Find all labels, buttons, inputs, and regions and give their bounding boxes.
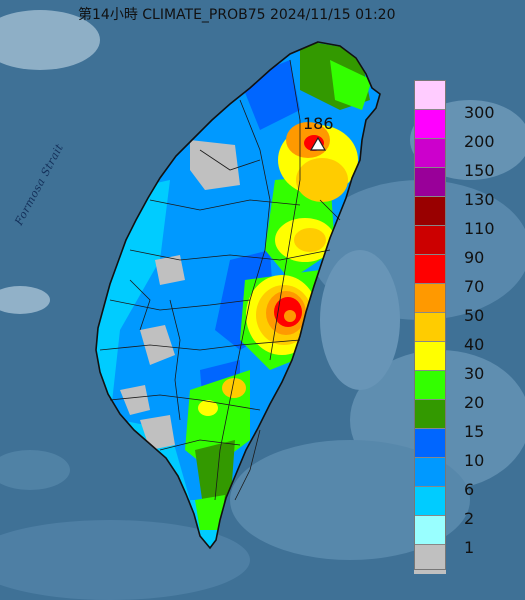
legend-swatch bbox=[414, 457, 446, 487]
legend-swatch bbox=[414, 370, 446, 400]
legend-swatch bbox=[414, 341, 446, 371]
legend-item: 6 bbox=[414, 457, 520, 499]
legend-item: 50 bbox=[414, 283, 520, 325]
legend-label: 50 bbox=[464, 306, 485, 325]
legend-label: 300 bbox=[464, 103, 495, 122]
legend-item: 15 bbox=[414, 399, 520, 441]
legend-label: 30 bbox=[464, 364, 485, 383]
legend-item: 20 bbox=[414, 370, 520, 412]
map-title: 第14小時 CLIMATE_PROB75 2024/11/15 01:20 bbox=[78, 7, 396, 23]
legend-label: 110 bbox=[464, 219, 495, 238]
legend-swatch bbox=[414, 254, 446, 284]
legend-swatch bbox=[414, 109, 446, 139]
legend-item: 1 bbox=[414, 515, 520, 557]
legend-swatch bbox=[414, 80, 446, 110]
legend-item: 300 bbox=[414, 80, 520, 122]
color-legend: 300 200 150 130 110 90 70 50 40 30 20 15 10 6 2 1 bbox=[414, 80, 520, 574]
legend-swatch bbox=[414, 515, 446, 545]
legend-swatch bbox=[414, 196, 446, 226]
peak-triangle-icon bbox=[310, 137, 326, 151]
legend-swatch bbox=[414, 225, 446, 255]
legend-swatch bbox=[414, 167, 446, 197]
legend-item: 150 bbox=[414, 138, 520, 180]
legend-swatch bbox=[414, 399, 446, 429]
legend-swatch bbox=[414, 138, 446, 168]
legend-label: 1 bbox=[464, 538, 475, 557]
legend-item: 10 bbox=[414, 428, 520, 470]
legend-label: 20 bbox=[464, 393, 485, 412]
legend-swatch bbox=[414, 312, 446, 342]
legend-item: 130 bbox=[414, 167, 520, 209]
legend-item: 90 bbox=[414, 225, 520, 267]
legend-label: 70 bbox=[464, 277, 485, 296]
legend-label: 130 bbox=[464, 190, 495, 209]
legend-swatch bbox=[414, 486, 446, 516]
legend-item bbox=[414, 544, 520, 574]
legend-swatch bbox=[414, 428, 446, 458]
island-outline bbox=[95, 41, 381, 550]
legend-item: 2 bbox=[414, 486, 520, 528]
legend-label: 10 bbox=[464, 451, 485, 470]
legend-label: 90 bbox=[464, 248, 485, 267]
legend-label: 6 bbox=[464, 480, 475, 499]
peak-value-label: 186 bbox=[303, 114, 334, 133]
legend-label: 40 bbox=[464, 335, 485, 354]
legend-label: 200 bbox=[464, 132, 495, 151]
district-boundaries bbox=[99, 59, 341, 501]
legend-item: 30 bbox=[414, 341, 520, 383]
legend-item: 40 bbox=[414, 312, 520, 354]
legend-swatch bbox=[414, 544, 446, 574]
legend-label: 150 bbox=[464, 161, 495, 180]
legend-label: 2 bbox=[464, 509, 475, 528]
legend-item: 70 bbox=[414, 254, 520, 296]
legend-item: 200 bbox=[414, 109, 520, 151]
legend-swatch bbox=[414, 283, 446, 313]
legend-label: 15 bbox=[464, 422, 485, 441]
legend-item: 110 bbox=[414, 196, 520, 238]
